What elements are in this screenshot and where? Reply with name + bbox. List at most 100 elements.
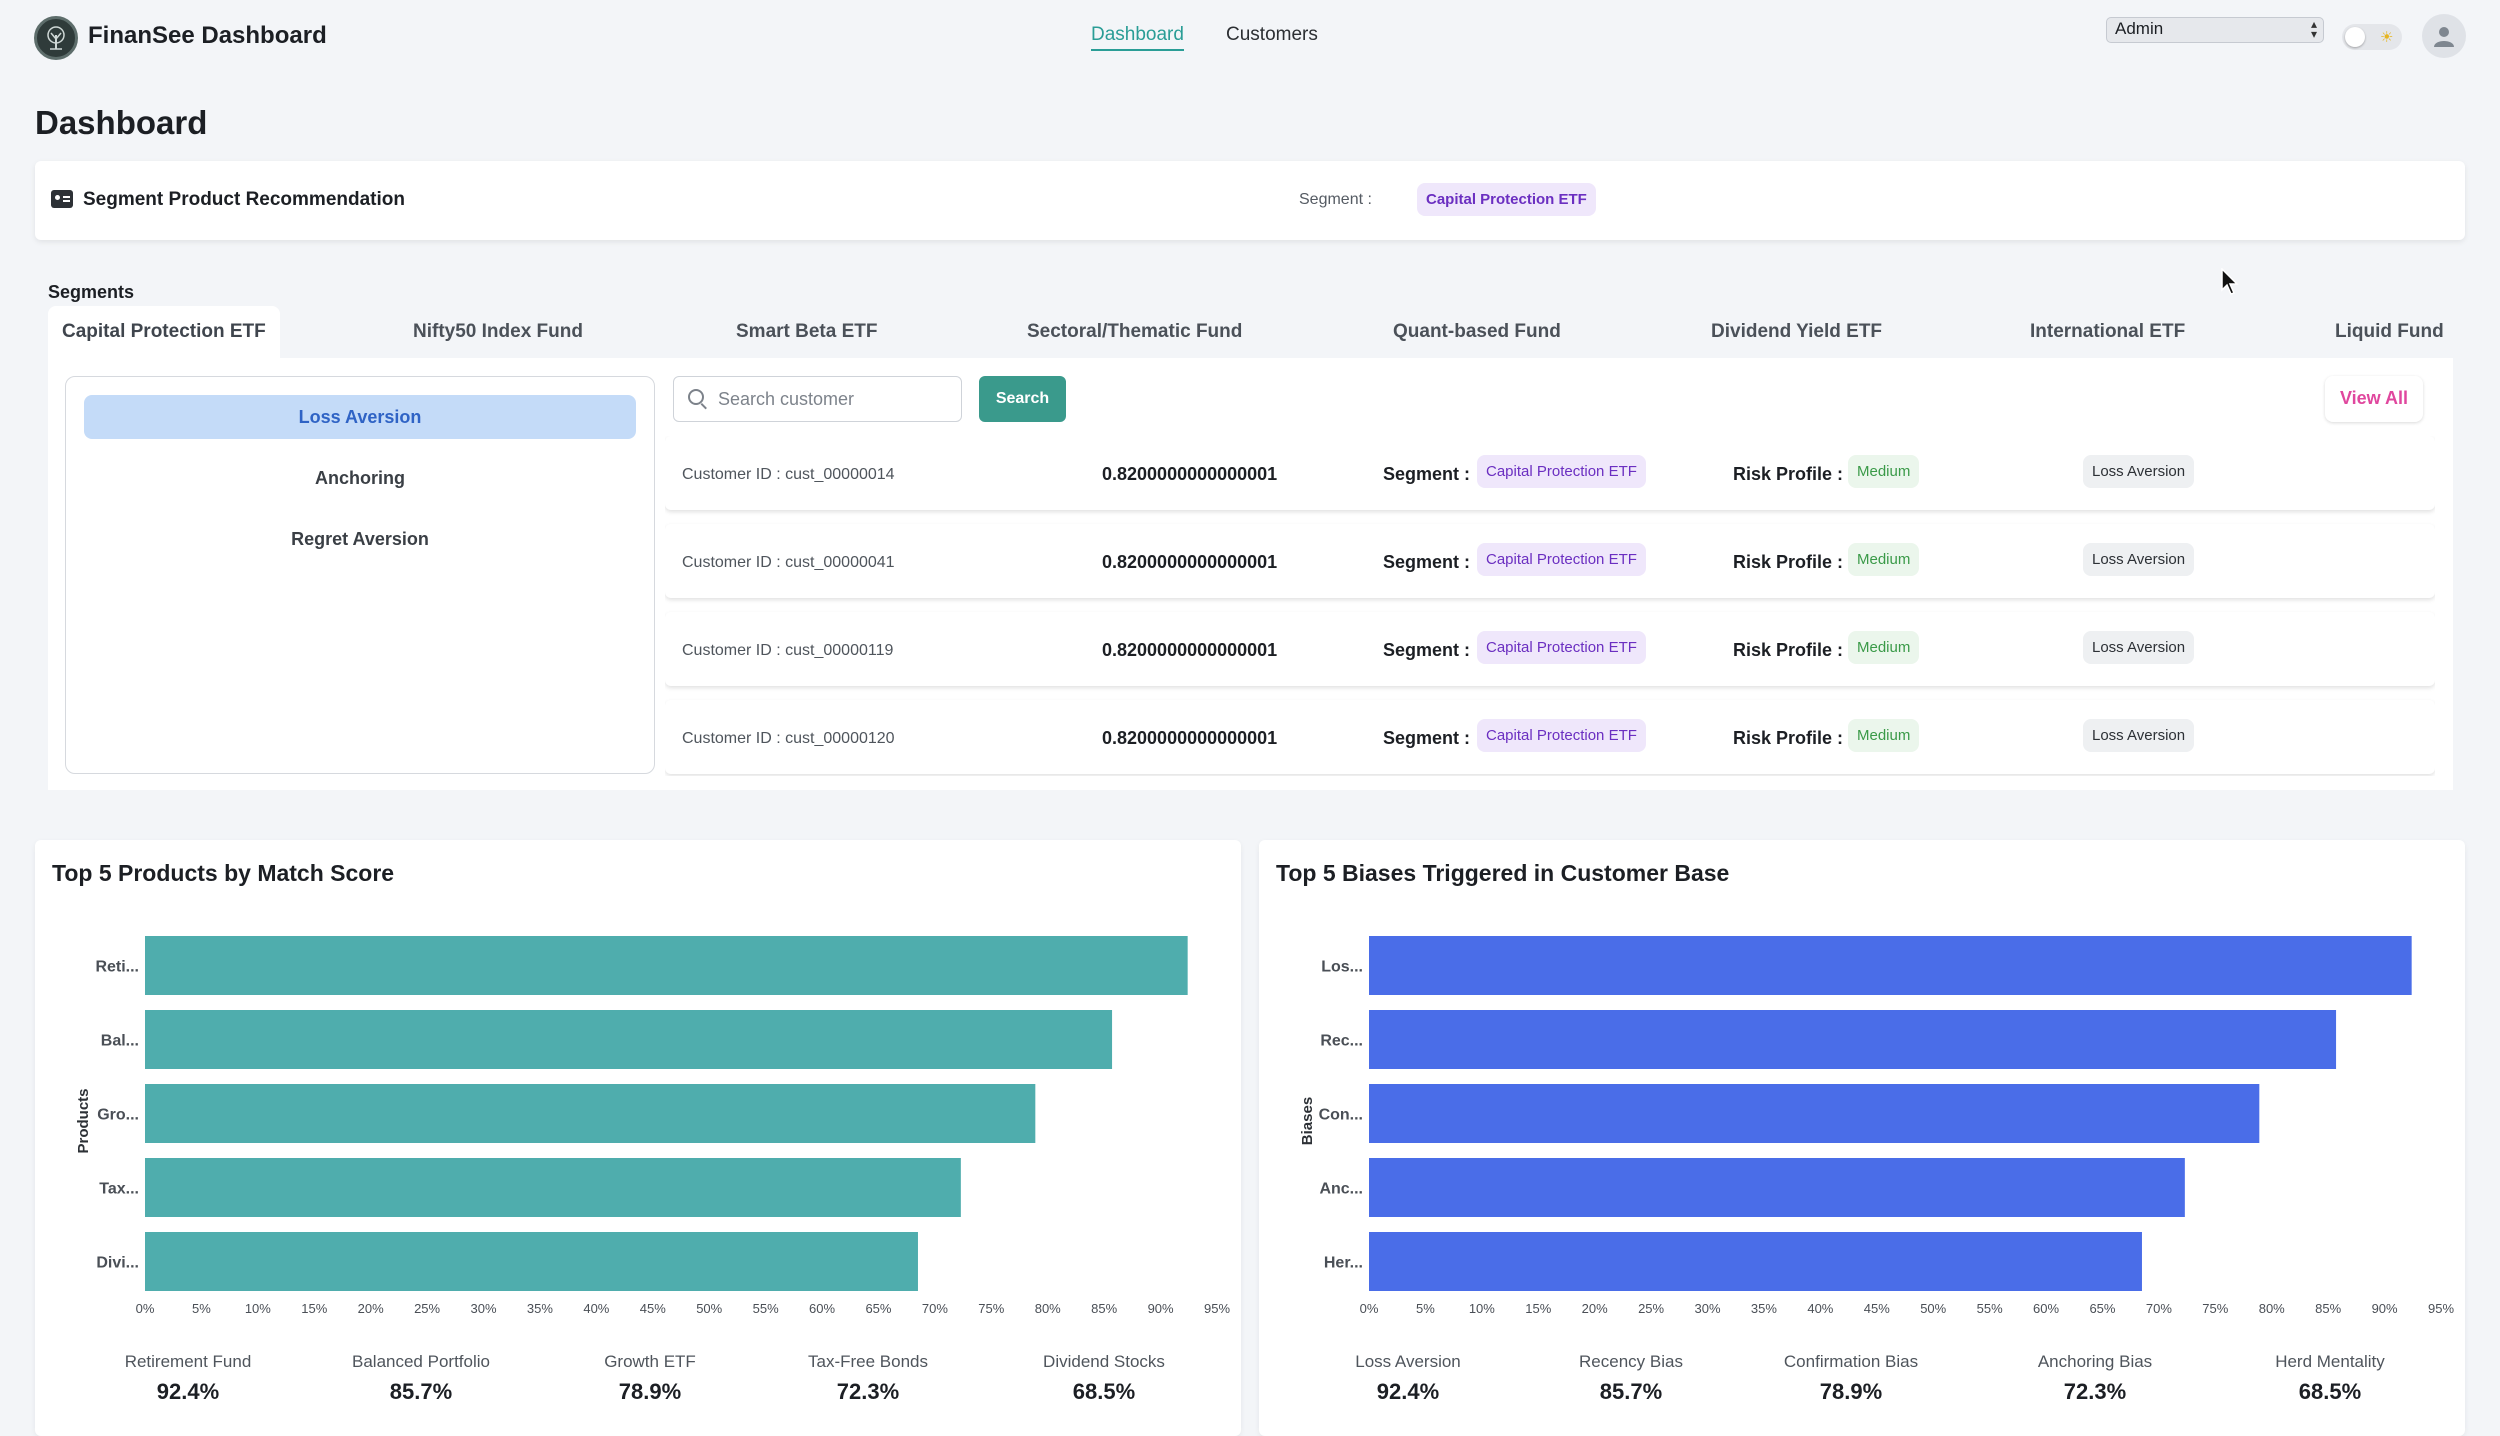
stat-label: Recency Bias [1579, 1352, 1683, 1371]
view-all-button[interactable]: View All [2325, 376, 2423, 422]
x-tick-label: 10% [245, 1301, 271, 1316]
x-tick-label: 35% [1751, 1301, 1777, 1316]
tab-dividend-yield-etf[interactable]: Dividend Yield ETF [1711, 321, 1883, 342]
segments-heading: Segments [48, 282, 135, 302]
x-tick-label: 70% [2146, 1301, 2172, 1316]
x-tick-label: 75% [978, 1301, 1004, 1316]
customer-row[interactable]: Customer ID : cust_00000120 0.8200000000… [665, 700, 2435, 774]
id-card-icon [51, 190, 73, 208]
tab-smart-beta-etf[interactable]: Smart Beta ETF [736, 321, 878, 342]
x-tick-label: 50% [696, 1301, 722, 1316]
customer-row[interactable]: Customer ID : cust_00000014 0.8200000000… [665, 436, 2435, 510]
toggle-knob [2345, 27, 2365, 47]
tab-quant-based-fund[interactable]: Quant-based Fund [1393, 321, 1561, 342]
y-tick-label: Con... [1319, 1107, 1363, 1124]
stat-label: Anchoring Bias [2037, 1352, 2153, 1371]
role-select[interactable]: Admin ▴ ▾ [2106, 17, 2324, 43]
x-tick-label: 15% [1525, 1301, 1551, 1316]
user-avatar[interactable] [2422, 14, 2466, 58]
x-tick-label: 30% [471, 1301, 497, 1316]
x-tick-label: 65% [865, 1301, 891, 1316]
nav-customers[interactable]: Customers [1226, 24, 1318, 45]
stat-label: Tax-Free Bonds [808, 1352, 928, 1371]
x-tick-label: 60% [2033, 1301, 2059, 1316]
segment-badge: Capital Protection ETF [1477, 455, 1646, 488]
mouse-cursor-icon [2221, 268, 2239, 295]
customer-row[interactable]: Customer ID : cust_00000041 0.8200000000… [665, 524, 2435, 598]
bar[interactable] [1369, 1158, 2185, 1217]
biases-chart-title: Top 5 Biases Triggered in Customer Base [1276, 860, 1730, 886]
recommendation-segment-label: Segment : [1299, 191, 1372, 208]
products-bar-chart: Products Reti... Bal... Gro... Tax... Divi...… [75, 936, 1230, 1316]
tab-nifty50-index-fund[interactable]: Nifty50 Index Fund [413, 321, 583, 342]
customer-id: Customer ID : cust_00000041 [682, 554, 895, 571]
stat-item: Recency Bias 85.7% [1511, 1352, 1751, 1405]
segment-badge: Capital Protection ETF [1477, 631, 1646, 664]
search-input[interactable] [718, 386, 948, 412]
tab-sectoral-thematic-fund[interactable]: Sectoral/Thematic Fund [1027, 321, 1243, 342]
user-icon [2434, 27, 2454, 47]
risk-badge: Medium [1848, 631, 1920, 664]
biases-bar-chart: Biases Los... Rec... Con... Anc... Her... 0% 5%… [1299, 936, 2454, 1316]
bar[interactable] [145, 936, 1188, 995]
y-tick-label: Bal... [101, 1033, 139, 1050]
customer-search-box [673, 376, 962, 422]
tree-logo-icon [47, 26, 65, 50]
sun-icon: ☀ [2380, 29, 2394, 46]
customer-id: Customer ID : cust_00000014 [682, 466, 895, 483]
tab-international-etf[interactable]: International ETF [2030, 321, 2186, 342]
search-icon [688, 389, 704, 405]
stat-label: Balanced Portfolio [352, 1352, 490, 1371]
stat-value: 72.3% [836, 1379, 900, 1404]
stat-value: 78.9% [618, 1379, 682, 1404]
bar[interactable] [145, 1158, 961, 1217]
bar[interactable] [1369, 1084, 2260, 1143]
x-tick-label: 90% [2372, 1301, 2398, 1316]
bias-item-loss-aversion[interactable]: Loss Aversion [84, 395, 636, 439]
x-tick-label: 90% [1148, 1301, 1174, 1316]
app-logo[interactable] [34, 16, 78, 60]
nav-dashboard[interactable]: Dashboard [1091, 24, 1184, 45]
recommendation-title: Segment Product Recommendation [83, 189, 405, 210]
customer-id: Customer ID : cust_00000120 [682, 730, 895, 747]
risk-profile-label: Risk Profile : [1733, 728, 1844, 748]
segment-label: Segment : [1383, 552, 1471, 572]
bar[interactable] [1369, 936, 2412, 995]
tab-liquid-fund[interactable]: Liquid Fund [2335, 321, 2444, 342]
bias-item-regret-aversion[interactable]: Regret Aversion [291, 529, 429, 549]
stat-value: 78.9% [1819, 1379, 1883, 1404]
x-tick-label: 45% [640, 1301, 666, 1316]
x-tick-label: 0% [136, 1301, 155, 1316]
bias-badge: Loss Aversion [2083, 543, 2195, 576]
risk-profile-label: Risk Profile : [1733, 464, 1844, 484]
x-tick-label: 15% [301, 1301, 327, 1316]
segment-tabs: Capital Protection ETF Nifty50 Index Fun… [48, 306, 2453, 358]
products-chart-card: Products Reti... Bal... Gro... Tax... Divi...… [35, 840, 1241, 1436]
x-tick-label: 5% [192, 1301, 211, 1316]
bias-list [65, 376, 655, 774]
segment-recommendation-card: Segment Product Recommendation Segment :… [35, 161, 2465, 240]
stat-label: Loss Aversion [1355, 1352, 1461, 1371]
bar[interactable] [145, 1232, 918, 1291]
customer-row[interactable]: Customer ID : cust_00000119 0.8200000000… [665, 612, 2435, 686]
bias-badge: Loss Aversion [2083, 631, 2195, 664]
bias-item-anchoring[interactable]: Anchoring [315, 468, 405, 488]
bar[interactable] [145, 1084, 1036, 1143]
stat-value: 92.4% [156, 1379, 220, 1404]
bias-badge: Loss Aversion [2083, 455, 2195, 488]
y-tick-label: Tax... [99, 1181, 139, 1198]
x-tick-label: 55% [753, 1301, 779, 1316]
stat-label: Herd Mentality [2275, 1352, 2385, 1371]
bar[interactable] [145, 1010, 1113, 1069]
stat-value: 85.7% [1599, 1379, 1663, 1404]
y-tick-label: Divi... [96, 1255, 139, 1272]
tab-capital-protection-etf[interactable]: Capital Protection ETF [48, 306, 280, 358]
bar[interactable] [1369, 1232, 2142, 1291]
x-tick-label: 95% [2428, 1301, 2454, 1316]
search-button[interactable]: Search [979, 376, 1066, 422]
theme-toggle[interactable]: ☀ [2342, 24, 2402, 50]
bar[interactable] [1369, 1010, 2337, 1069]
stat-item: Anchoring Bias 72.3% [1975, 1352, 2215, 1405]
stat-value: 68.5% [1072, 1379, 1136, 1404]
customer-list[interactable]: Customer ID : cust_00000014 0.8200000000… [665, 436, 2435, 776]
